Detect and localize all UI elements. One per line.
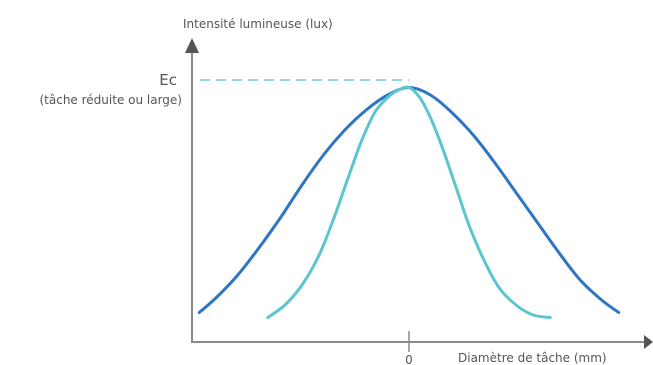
y-axis-arrow (185, 38, 199, 53)
series-group (197, 85, 621, 319)
series-line-1 (197, 85, 621, 314)
x-tick-label-0: 0 (405, 353, 413, 365)
series-line-2 (266, 85, 552, 319)
x-axis-arrow (644, 335, 653, 349)
y-axis-title: Intensité lumineuse (lux) (183, 17, 333, 31)
reference-label: Ec (159, 71, 177, 89)
x-axis-title: Diamètre de tâche (mm) (458, 351, 607, 365)
reference-sublabel: (tâche réduite ou large) (39, 93, 182, 107)
